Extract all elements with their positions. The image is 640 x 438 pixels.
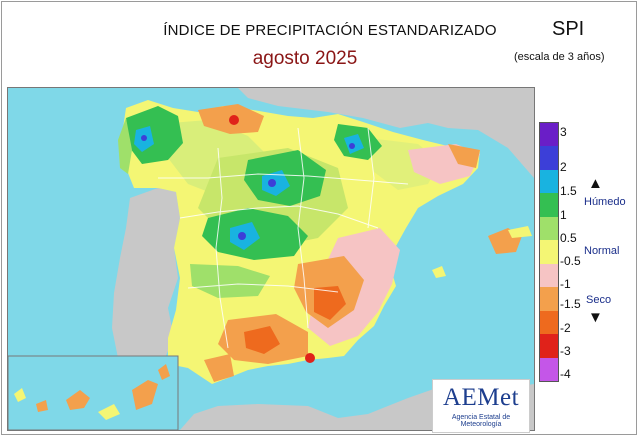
aemet-logo: AEMet Agencia Estatal de Meteorología bbox=[432, 379, 530, 433]
spi-spot-extreme-wet-2 bbox=[238, 232, 246, 240]
legend-swatch bbox=[540, 357, 558, 381]
legend-tick: -2 bbox=[560, 321, 571, 335]
legend-swatch bbox=[540, 123, 558, 147]
map-subtitle-date: agosto 2025 bbox=[252, 48, 358, 69]
spi-spot-extreme-dry-north bbox=[229, 115, 239, 125]
spi-spot-extreme-wet-4 bbox=[349, 143, 355, 149]
legend-tick: 1 bbox=[560, 208, 567, 222]
spi-spot-extreme-wet-1 bbox=[268, 179, 276, 187]
legend-tick: -1.5 bbox=[560, 297, 581, 311]
wet-label: Húmedo bbox=[584, 196, 626, 208]
spi-area-rim-2 bbox=[118, 118, 132, 174]
legend-tick: -3 bbox=[560, 344, 571, 358]
region-borders bbox=[158, 127, 409, 349]
legend-tick: 2 bbox=[560, 160, 567, 174]
logo-subtext: Agencia Estatal de Meteorología bbox=[451, 414, 511, 428]
canary-islands bbox=[14, 364, 170, 420]
portugal-landmass bbox=[112, 188, 180, 388]
spi-area-dry-southwest bbox=[204, 354, 234, 382]
spi-area-dry-southeast-core bbox=[314, 286, 346, 320]
balearic-ibiza bbox=[432, 266, 446, 278]
logo-text: AEMet bbox=[442, 384, 520, 411]
legend-swatch bbox=[540, 216, 558, 241]
map-svg bbox=[8, 88, 534, 430]
legend-tick: -4 bbox=[560, 367, 571, 381]
legend-tick: 0.5 bbox=[560, 231, 577, 245]
legend-swatch bbox=[540, 310, 558, 335]
legend-tick: -0.5 bbox=[560, 254, 581, 268]
legend-tick: 3 bbox=[560, 125, 567, 139]
spi-area-dry-catalonia bbox=[448, 144, 480, 168]
france-landmass bbox=[238, 88, 534, 178]
legend-tick: 1.5 bbox=[560, 184, 577, 198]
legend-swatch bbox=[540, 146, 558, 170]
legend-swatch bbox=[540, 240, 558, 264]
spi-spot-extreme-wet-3 bbox=[141, 135, 147, 141]
legend-swatch bbox=[540, 334, 558, 358]
color-legend bbox=[539, 122, 559, 382]
index-name: SPI bbox=[552, 18, 585, 40]
legend-tick: -1 bbox=[560, 277, 571, 291]
spi-area-dry-south-core bbox=[244, 326, 280, 354]
spi-spot-extreme-dry-south bbox=[305, 353, 315, 363]
normal-label: Normal bbox=[584, 245, 620, 257]
map-title: ÍNDICE DE PRECIPITACIÓN ESTANDARIZADO bbox=[163, 22, 497, 39]
legend-swatch bbox=[540, 287, 558, 311]
spi-map bbox=[7, 87, 535, 431]
scale-note: (escala de 3 años) bbox=[514, 51, 605, 63]
spi-area-rim bbox=[190, 264, 270, 298]
legend-swatch bbox=[540, 263, 558, 288]
balearic-menorca bbox=[508, 226, 532, 238]
dry-arrow-icon: ▼ bbox=[588, 309, 603, 326]
dry-label: Seco bbox=[586, 294, 612, 306]
legend-swatch bbox=[540, 193, 558, 217]
wet-arrow-icon: ▲ bbox=[588, 175, 603, 192]
legend-swatch bbox=[540, 169, 558, 194]
